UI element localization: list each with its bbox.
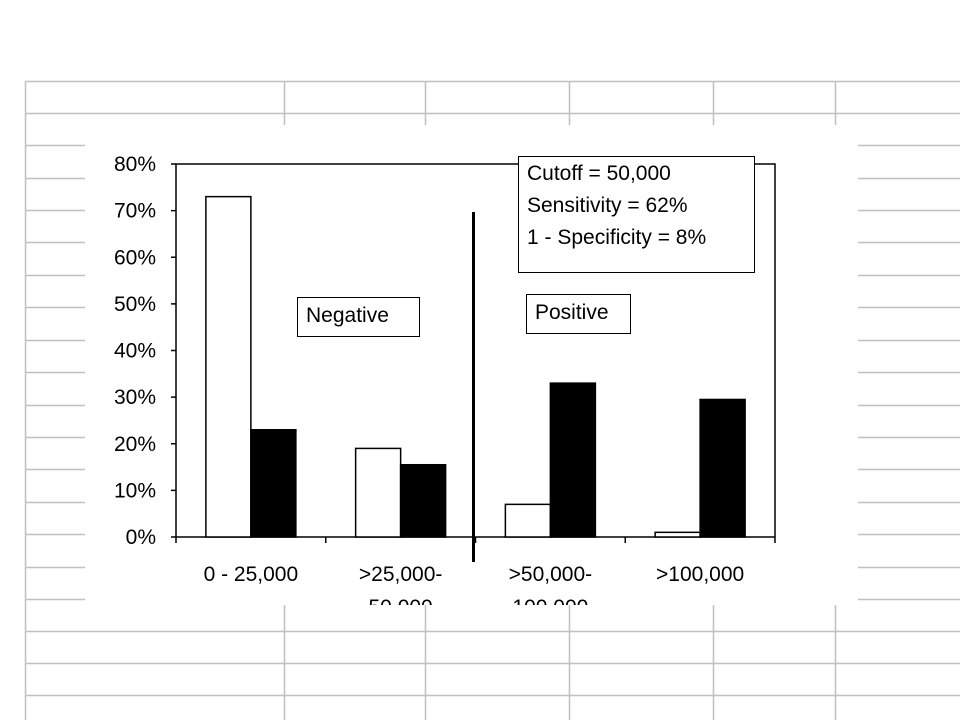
negative-label: Negative <box>297 297 420 337</box>
chart-area[interactable]: 0% 10% 20% 30% 40% 50% 60% 70% 80% 0 - 25,000 >25,… <box>85 125 858 605</box>
y-tick-label: 50% <box>114 293 156 316</box>
cutoff-annotation: Cutoff = 50,000 Sensitivity = 62% 1 - Sp… <box>518 156 755 273</box>
y-tick-label: 40% <box>114 340 156 363</box>
y-tick-label: 70% <box>114 200 156 223</box>
x-tick-label: >50,000- <box>509 563 593 586</box>
bar-hollow <box>205 195 252 538</box>
bar-filled <box>549 382 597 538</box>
y-tick-label: 20% <box>114 433 156 456</box>
bar-hollow <box>354 447 402 538</box>
positive-label: Positive <box>526 294 631 334</box>
x-tick-label: 50,000 <box>369 596 433 605</box>
x-tick-label: >25,000- <box>359 563 443 586</box>
cutoff-line: Cutoff = 50,000 <box>527 162 671 185</box>
y-tick-label: 60% <box>114 246 156 269</box>
x-tick-label: 0 - 25,000 <box>204 563 299 586</box>
sensitivity-line: Sensitivity = 62% <box>527 194 688 217</box>
specificity-line: 1 - Specificity = 8% <box>527 226 707 249</box>
bar-filled <box>699 398 746 538</box>
y-tick-label: 10% <box>114 479 156 502</box>
bar-chart: 0% 10% 20% 30% 40% 50% 60% 70% 80% 0 - 25,000 >25,… <box>114 153 776 605</box>
y-tick-label: 80% <box>114 153 156 176</box>
x-tick-label: 100,000 <box>512 596 588 605</box>
x-tick-label: >100,000 <box>656 563 744 586</box>
y-tick-label: 0% <box>126 526 156 549</box>
y-tick-label: 30% <box>114 386 156 409</box>
bar-filled <box>250 429 297 538</box>
bar-hollow <box>654 531 701 538</box>
bar-hollow <box>504 503 552 538</box>
bar-filled <box>399 463 447 538</box>
